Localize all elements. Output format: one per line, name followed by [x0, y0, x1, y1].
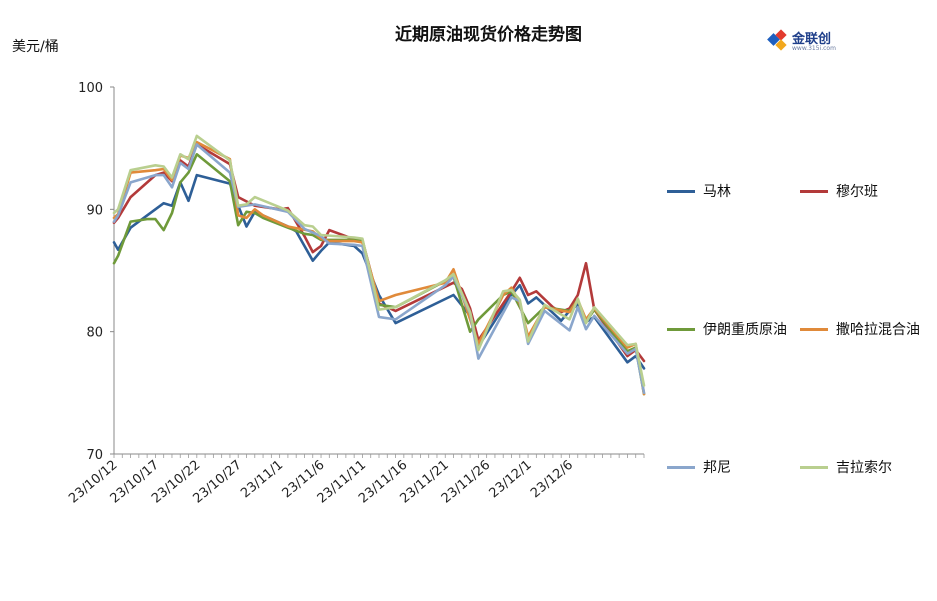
- y-tick-label: 100: [78, 81, 103, 96]
- series-line-5: [112, 143, 646, 395]
- legend-item-2: 穆尔班: [800, 181, 878, 201]
- legend-swatch: [667, 189, 695, 193]
- x-tick-label: 23/12/6: [528, 458, 576, 502]
- legend-label: 穆尔班: [836, 184, 878, 200]
- legend-item-5: 邦尼: [667, 457, 731, 477]
- legend-swatch: [800, 189, 828, 193]
- chart-title: 近期原油现货价格走势图: [395, 25, 582, 45]
- x-tick-label: 23/11/1: [238, 458, 286, 502]
- logo-icon: [767, 29, 787, 51]
- x-tick-label: 23/12/1: [487, 458, 535, 502]
- series-line-1: [112, 173, 646, 370]
- legend-item-3: 伊朗重质原油: [667, 319, 787, 339]
- legend-item-4: 撒哈拉混合油: [800, 319, 920, 339]
- y-axis-unit: 美元/桶: [12, 39, 59, 55]
- y-tick-label: 90: [86, 203, 103, 218]
- legend-label: 邦尼: [703, 460, 731, 476]
- series-line-4: [112, 140, 646, 396]
- series-line-2: [112, 143, 646, 363]
- legend-label: 吉拉索尔: [836, 460, 892, 476]
- tick-labels: 70809010023/10/1223/10/1723/10/2223/10/2…: [66, 81, 576, 507]
- legend-item-1: 马林: [667, 181, 731, 201]
- legend-swatch: [667, 327, 695, 331]
- chart-axes: [110, 86, 645, 458]
- series-line-3: [112, 153, 646, 396]
- logo-subtext: www.315i.com: [792, 45, 836, 52]
- legend-label: 伊朗重质原油: [703, 322, 787, 338]
- legend-label: 马林: [703, 184, 731, 200]
- legend-swatch: [800, 327, 828, 331]
- brand-logo: 金联创 www.315i.com: [766, 26, 856, 56]
- logo-text: 金联创: [792, 32, 832, 47]
- legend-item-6: 吉拉索尔: [800, 457, 892, 477]
- y-tick-label: 80: [86, 326, 103, 341]
- legend-label: 撒哈拉混合油: [836, 322, 920, 338]
- legend-swatch: [800, 465, 828, 469]
- series-layer: [112, 134, 646, 396]
- series-line-6: [112, 134, 646, 387]
- legend-swatch: [667, 465, 695, 469]
- y-tick-label: 70: [86, 448, 103, 463]
